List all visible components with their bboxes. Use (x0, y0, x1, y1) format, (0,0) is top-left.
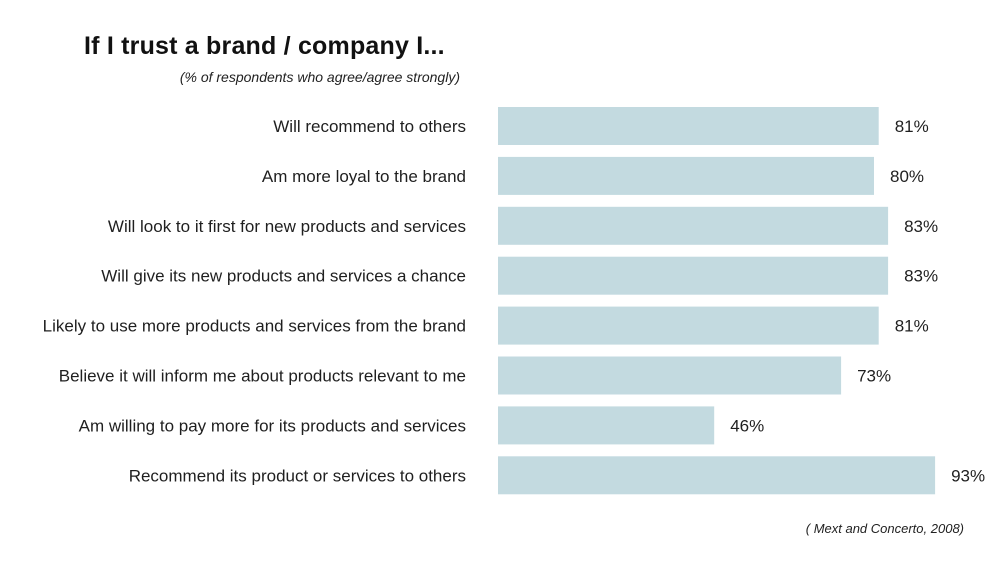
value-label-5: 81% (895, 317, 929, 336)
bar-3 (498, 206, 889, 245)
value-label-1: 81% (895, 117, 929, 136)
category-label-3: Will look to it first for new products a… (108, 217, 466, 236)
category-label-6: Believe it will inform me about products… (59, 367, 466, 386)
category-label-4: Will give its new products and services … (101, 267, 466, 286)
bar-6 (498, 356, 842, 395)
chart-title: If I trust a brand / company I... (84, 32, 445, 60)
source-note: ( Mext and Concerto, 2008) (805, 521, 964, 536)
bar-2 (498, 156, 874, 195)
value-label-7: 46% (730, 416, 764, 435)
value-label-6: 73% (857, 367, 891, 386)
category-label-5: Likely to use more products and services… (43, 317, 466, 336)
category-label-2: Am more loyal to the brand (262, 167, 466, 186)
value-label-2: 80% (890, 167, 924, 186)
value-label-4: 83% (904, 267, 938, 286)
bar-7 (498, 406, 715, 445)
chart-subtitle: (% of respondents who agree/agree strong… (179, 69, 460, 85)
value-label-8: 93% (951, 466, 985, 485)
category-label-8: Recommend its product or services to oth… (129, 466, 466, 485)
bar-5 (498, 306, 879, 345)
value-label-3: 83% (904, 217, 938, 236)
bar-8 (498, 456, 936, 495)
bar-4 (498, 256, 889, 295)
category-label-1: Will recommend to others (273, 117, 466, 136)
category-label-7: Am willing to pay more for its products … (79, 416, 466, 435)
bar-1 (498, 107, 879, 145)
